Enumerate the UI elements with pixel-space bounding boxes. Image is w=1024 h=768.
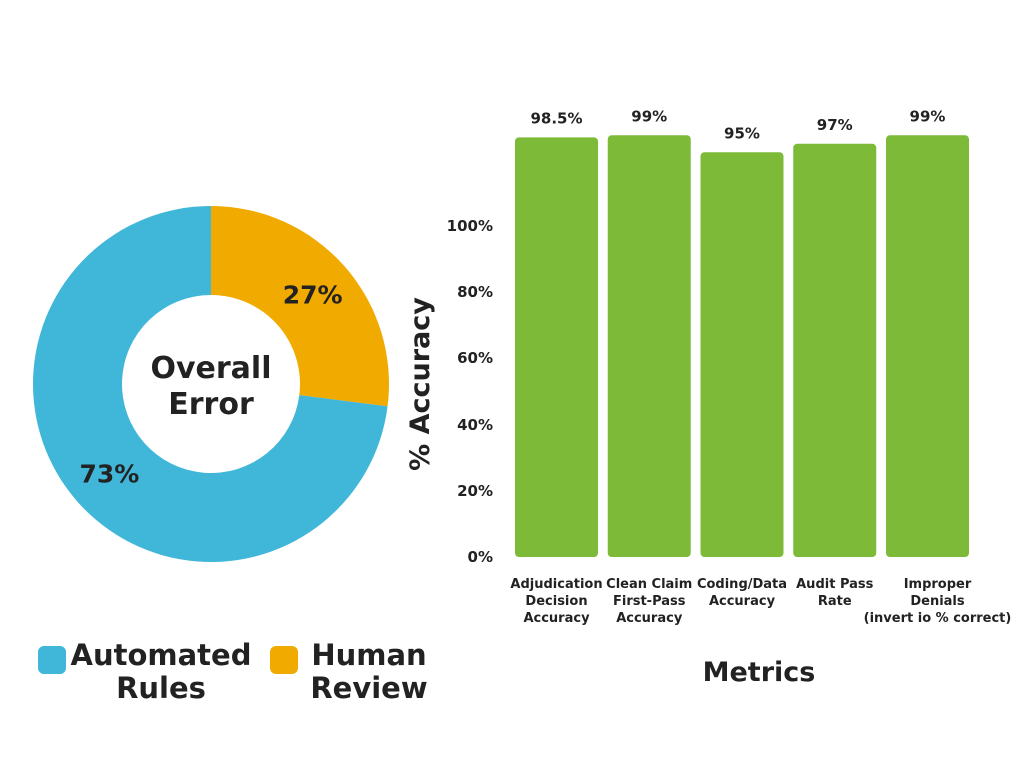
bar-value-label: 95%	[724, 124, 760, 142]
y-axis-label: % Accuracy	[405, 297, 436, 471]
bar-value-label: 99%	[631, 107, 667, 125]
x-tick-label: Audit Pass	[796, 577, 874, 592]
legend-label: Human	[311, 638, 426, 672]
y-tick-label: 20%	[457, 482, 493, 500]
x-tick-label: Accuracy	[709, 594, 776, 609]
x-tick-label: Denials	[910, 594, 965, 609]
x-tick-label: Coding/Data	[697, 577, 787, 592]
legend-label: Rules	[116, 671, 206, 705]
legend-label: Review	[310, 671, 427, 705]
bar	[886, 135, 969, 557]
bar	[515, 137, 598, 557]
legend-swatch	[38, 646, 66, 674]
donut-slice-human-review	[211, 206, 389, 407]
x-tick-label: Rate	[818, 594, 852, 609]
bar	[793, 143, 877, 557]
bar-value-label: 98.5%	[530, 109, 582, 127]
y-tick-label: 80%	[457, 283, 493, 301]
legend-label: Automated	[71, 638, 252, 672]
y-tick-label: 40%	[457, 416, 493, 434]
bar-chart: 0% 20% 40% 60% 80% 100% % Accuracy 98.5% Adjudic…	[405, 107, 1011, 688]
x-tick-label: Adjudication	[510, 577, 602, 592]
x-tick-label: Improper	[904, 577, 972, 592]
donut-center-label: Overall	[150, 351, 271, 386]
donut-center-label: Error	[168, 387, 254, 422]
x-tick-label: Clean Claim	[606, 577, 692, 592]
x-tick-label: (invert io % correct)	[864, 611, 1012, 626]
x-tick-label: Accuracy	[523, 611, 590, 626]
legend-swatch	[270, 646, 298, 674]
x-tick-label: Decision	[525, 594, 587, 609]
bar-value-label: 99%	[910, 107, 946, 125]
y-tick-label: 60%	[457, 349, 493, 367]
x-tick-label: Accuracy	[616, 611, 683, 626]
y-tick-label: 100%	[447, 217, 493, 235]
donut-slice-value-label: 27%	[283, 280, 343, 309]
bar	[607, 135, 691, 557]
y-tick-label: 0%	[468, 548, 493, 566]
bar-value-label: 97%	[817, 116, 853, 134]
donut-slice-value-label: 73%	[79, 460, 139, 489]
x-axis-label: Metrics	[703, 657, 816, 688]
x-tick-label: First-Pass	[613, 594, 686, 609]
donut-slice-automated-rules	[32, 206, 388, 562]
bar	[700, 152, 784, 558]
